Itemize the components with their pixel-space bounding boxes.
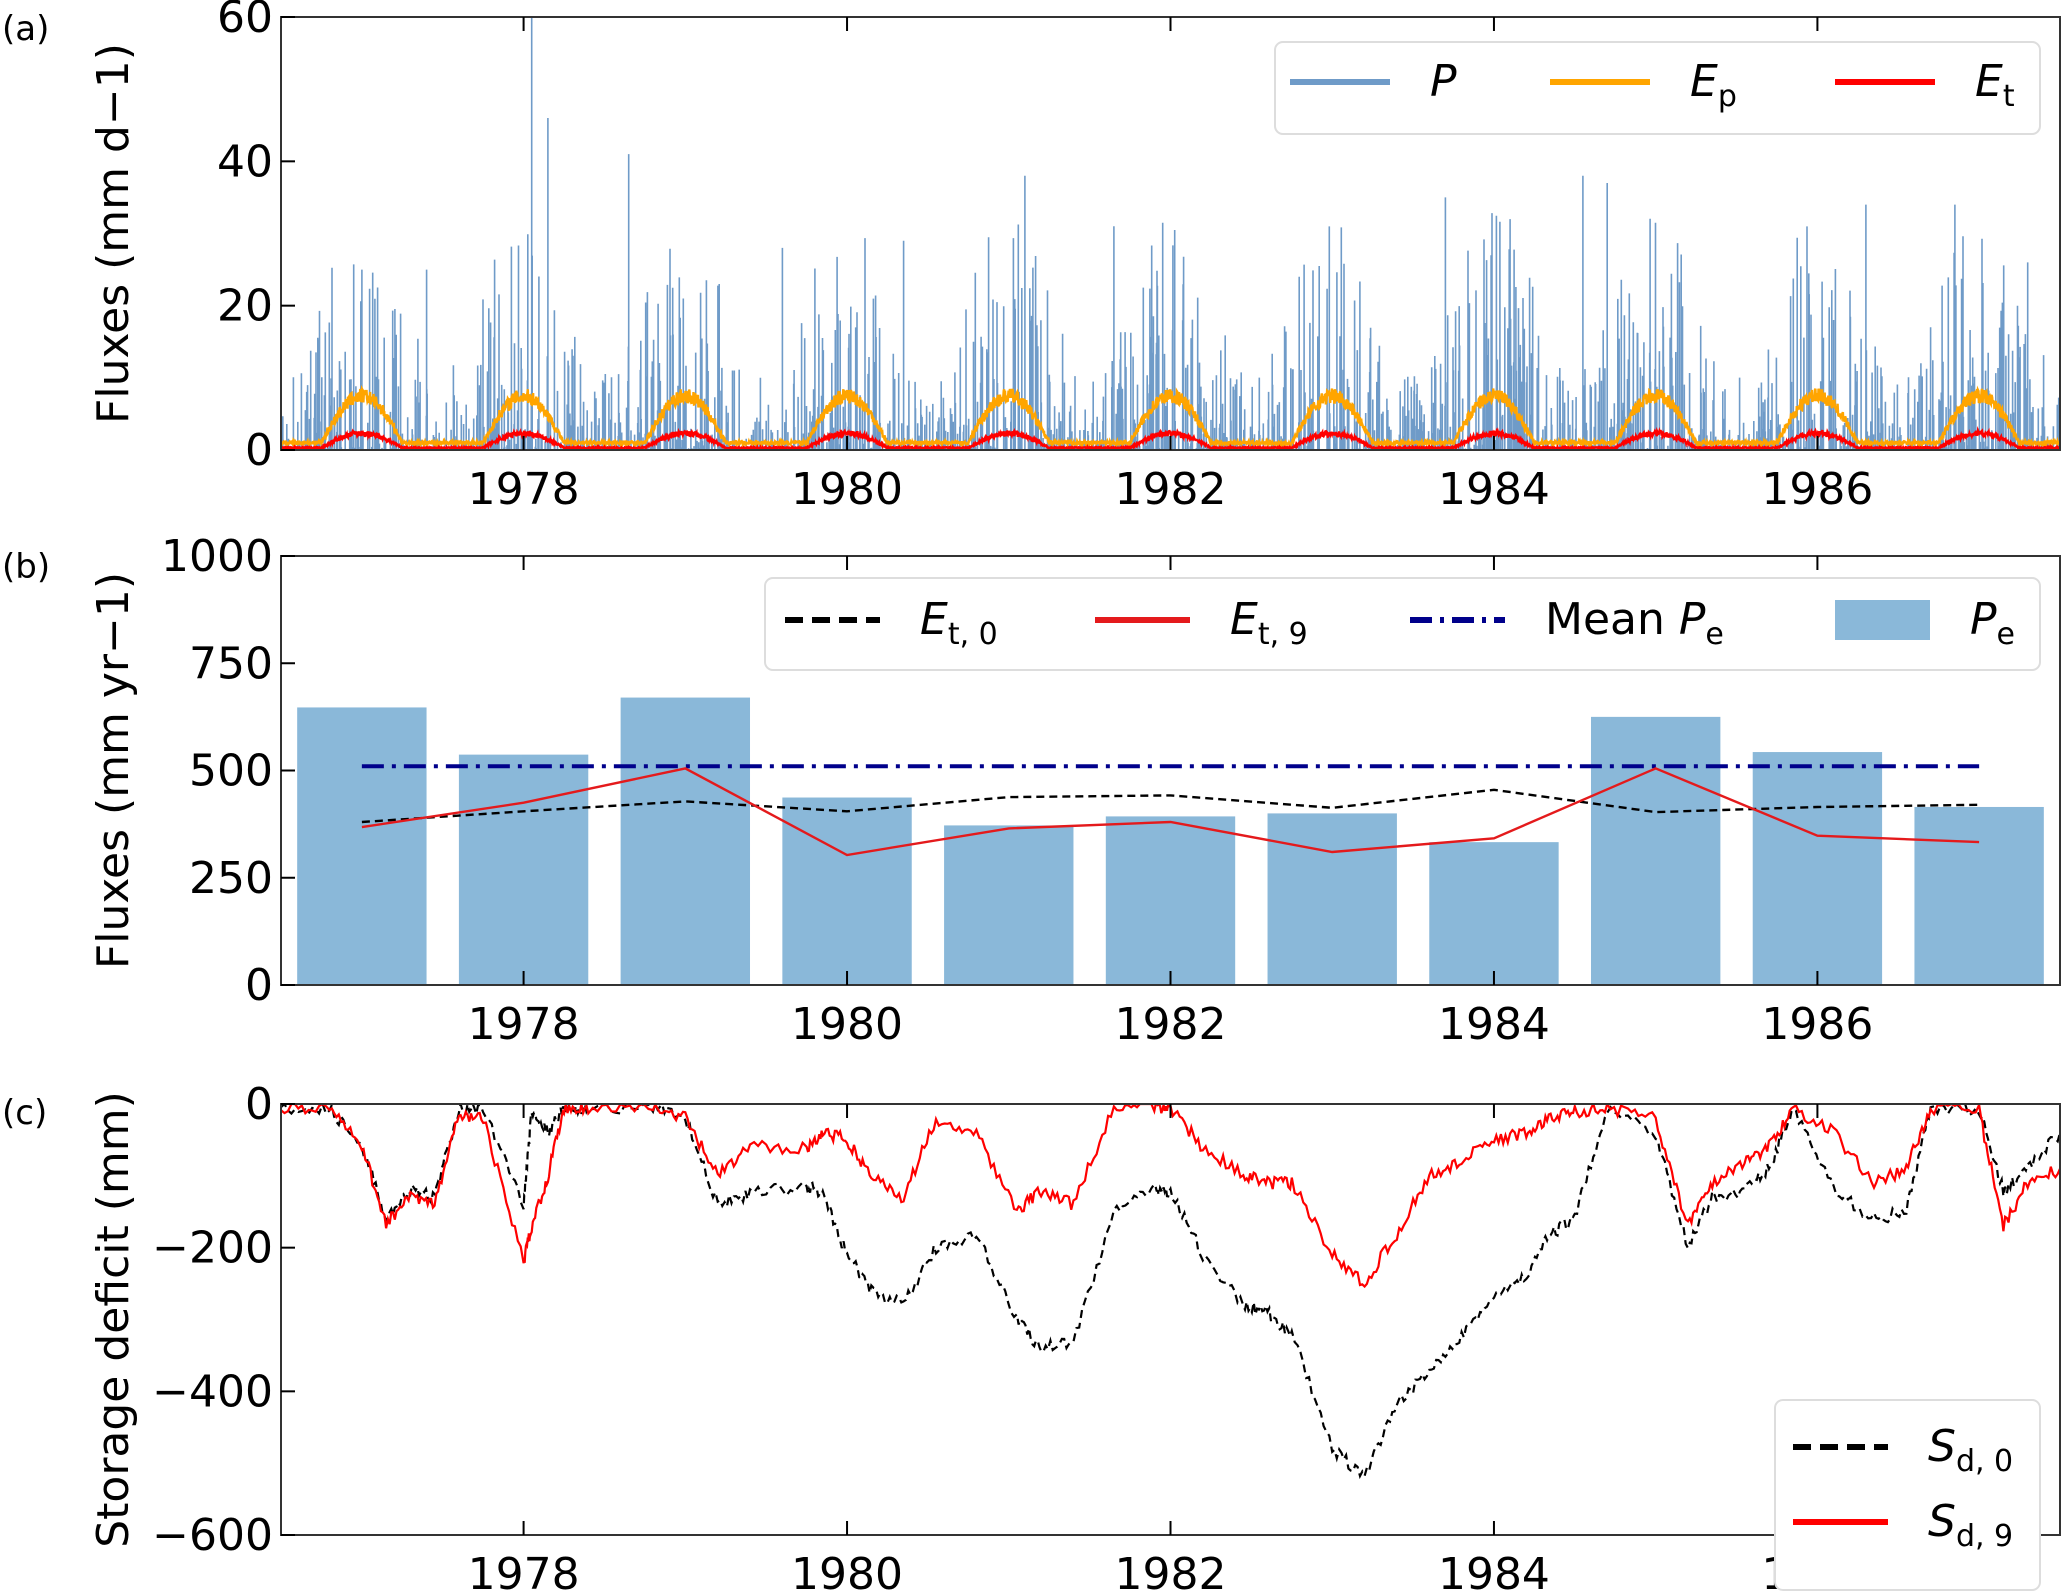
series-Et,9-line	[361, 767, 1980, 857]
legend-swatch	[1835, 600, 1930, 640]
legend-symbol: E	[920, 594, 948, 645]
legend-label: Pe	[1970, 594, 2015, 652]
bar-Pe	[1752, 752, 1883, 985]
legend-subscript: e	[1705, 617, 1723, 652]
x-tick-label: 1982	[1115, 1549, 1227, 1592]
y-tick-label: 60	[217, 0, 273, 43]
x-tick-label: 1982	[1115, 464, 1227, 515]
x-tick-label: 1986	[1761, 999, 1873, 1050]
legend-box	[1274, 41, 2041, 135]
plot-area	[281, 1104, 2060, 1480]
bar-Pe	[1105, 816, 1236, 985]
x-tick-label: 1980	[791, 1549, 903, 1592]
y-tick-label: 750	[189, 638, 273, 689]
legend: Sd, 0Sd, 9	[1774, 1399, 2041, 1591]
x-tick-label: 1984	[1438, 999, 1550, 1050]
legend-subscript: t, 9	[1258, 617, 1308, 652]
x-tick-label: 1978	[468, 1549, 580, 1592]
legend-label: Sd, 0	[1928, 1421, 2013, 1479]
bar-Pe	[1429, 842, 1559, 985]
panel-label: (a)	[2, 9, 49, 49]
y-tick-label: 500	[189, 746, 273, 797]
x-tick-label: 1978	[468, 464, 580, 515]
legend-subscript: p	[1718, 79, 1737, 114]
y-tick-label: 40	[217, 136, 273, 187]
panel-b: (b) Fluxes (mm yr−1) 0 250 500 750 1000 1978 198…	[2, 531, 2061, 1050]
legend-label: P	[1430, 56, 1457, 107]
bar-Pe	[1267, 813, 1397, 985]
legend-subscript: t, 0	[948, 617, 998, 652]
y-axis-label: Storage deficit (mm)	[88, 1091, 139, 1548]
legend-prefix: Mean	[1545, 594, 1679, 645]
legend-subscript: d, 0	[1956, 1444, 2013, 1479]
bar-Pe	[297, 707, 427, 985]
bar-Pe	[1914, 806, 2044, 985]
y-axis-label: Fluxes (mm d−1)	[88, 43, 139, 424]
series-Sd,9-line	[281, 1104, 2060, 1289]
x-tick-label: 1986	[1761, 464, 1873, 515]
y-tick-label: 0	[245, 960, 273, 1011]
bar-Pe	[1590, 716, 1721, 985]
legend-symbol: P	[1430, 56, 1457, 107]
legend-symbol: E	[1975, 56, 2003, 107]
series-Et,0-line	[361, 788, 1980, 824]
bar-Pe	[782, 797, 912, 985]
x-tick-label: 1980	[791, 464, 903, 515]
y-tick-label: 1000	[161, 531, 273, 582]
legend-label: Mean Pe	[1545, 594, 1724, 652]
panel-label: (c)	[2, 1093, 47, 1133]
legend: Et, 0 Et, 9 Mean Pe Pe	[764, 577, 2041, 671]
legend-label: Et	[1975, 56, 2015, 114]
bar-Pe	[944, 825, 1074, 985]
legend-symbol: S	[1928, 1421, 1956, 1472]
legend-subscript: d, 9	[1956, 1519, 2013, 1554]
plot-area	[281, 17, 2060, 450]
legend-box	[1774, 1399, 2041, 1591]
x-tick-label: 1980	[791, 999, 903, 1050]
x-tick-label: 1982	[1115, 999, 1227, 1050]
legend-symbol: P	[1970, 594, 1997, 645]
panel-label: (b)	[2, 547, 50, 587]
legend-symbol: S	[1928, 1496, 1956, 1547]
series-Ep-line	[281, 384, 2060, 450]
legend-label: Et, 9	[1230, 594, 1308, 652]
y-tick-label: 0	[245, 1079, 273, 1130]
legend-symbol: E	[1690, 56, 1718, 107]
x-tick-label: 1984	[1438, 1549, 1550, 1592]
y-tick-label: 250	[189, 853, 273, 904]
legend-subscript: e	[1997, 617, 2015, 652]
legend-box	[764, 577, 2041, 671]
series-Et-line	[281, 425, 2060, 450]
bar-Pe	[458, 754, 589, 985]
legend-label: Sd, 9	[1928, 1496, 2013, 1554]
y-tick-label: 20	[217, 281, 273, 332]
legend: P Ep Et	[1274, 41, 2041, 135]
y-tick-label: 0	[245, 425, 273, 476]
y-tick-label: −600	[152, 1510, 273, 1561]
legend-label: Ep	[1690, 56, 1737, 114]
series-Sd,0-line	[281, 1104, 2060, 1480]
legend-subscript: t	[2003, 79, 2015, 114]
panel-a: (a) Fluxes (mm d−1) 0 20 40 60 1978 1980 1982 198…	[2, 0, 2061, 515]
y-tick-label: −200	[152, 1223, 273, 1274]
panel-c: (c) Storage deficit (mm) −600 −400 −200 0 1978…	[2, 1079, 2061, 1592]
legend-symbol: P	[1679, 594, 1706, 645]
y-axis-label: Fluxes (mm yr−1)	[88, 572, 139, 969]
y-tick-label: −400	[152, 1366, 273, 1417]
x-tick-label: 1984	[1438, 464, 1550, 515]
bar-Pe	[620, 697, 751, 985]
x-tick-label: 1978	[468, 999, 580, 1050]
legend-label: Et, 0	[920, 594, 998, 652]
legend-symbol: E	[1230, 594, 1258, 645]
